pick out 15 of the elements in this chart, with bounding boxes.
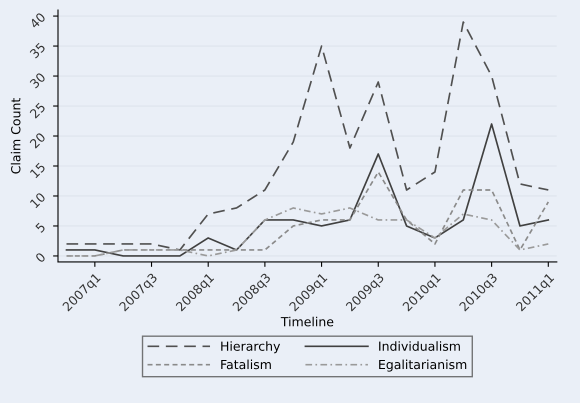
y-tick-label: 5 [35,222,46,233]
legend-label: Fatalism [221,360,271,370]
legend-label: Egalitarianism [379,360,466,372]
y-tick-label: 0 [34,252,46,264]
y-axis-title: Claim Count [10,98,20,174]
y-tick-label: 25 [29,102,46,119]
legend-label: Hierarchy [221,341,280,354]
y-tick-label: 10 [30,192,46,208]
y-tick-label: 30 [29,72,46,89]
y-tick-label: 35 [29,42,46,59]
x-axis-title: Timeline [280,316,334,326]
legend-label: Individualism [379,341,460,351]
y-tick-label: 40 [29,12,46,29]
y-tick-label: 15 [30,162,46,178]
y-tick-label: 20 [29,132,46,149]
